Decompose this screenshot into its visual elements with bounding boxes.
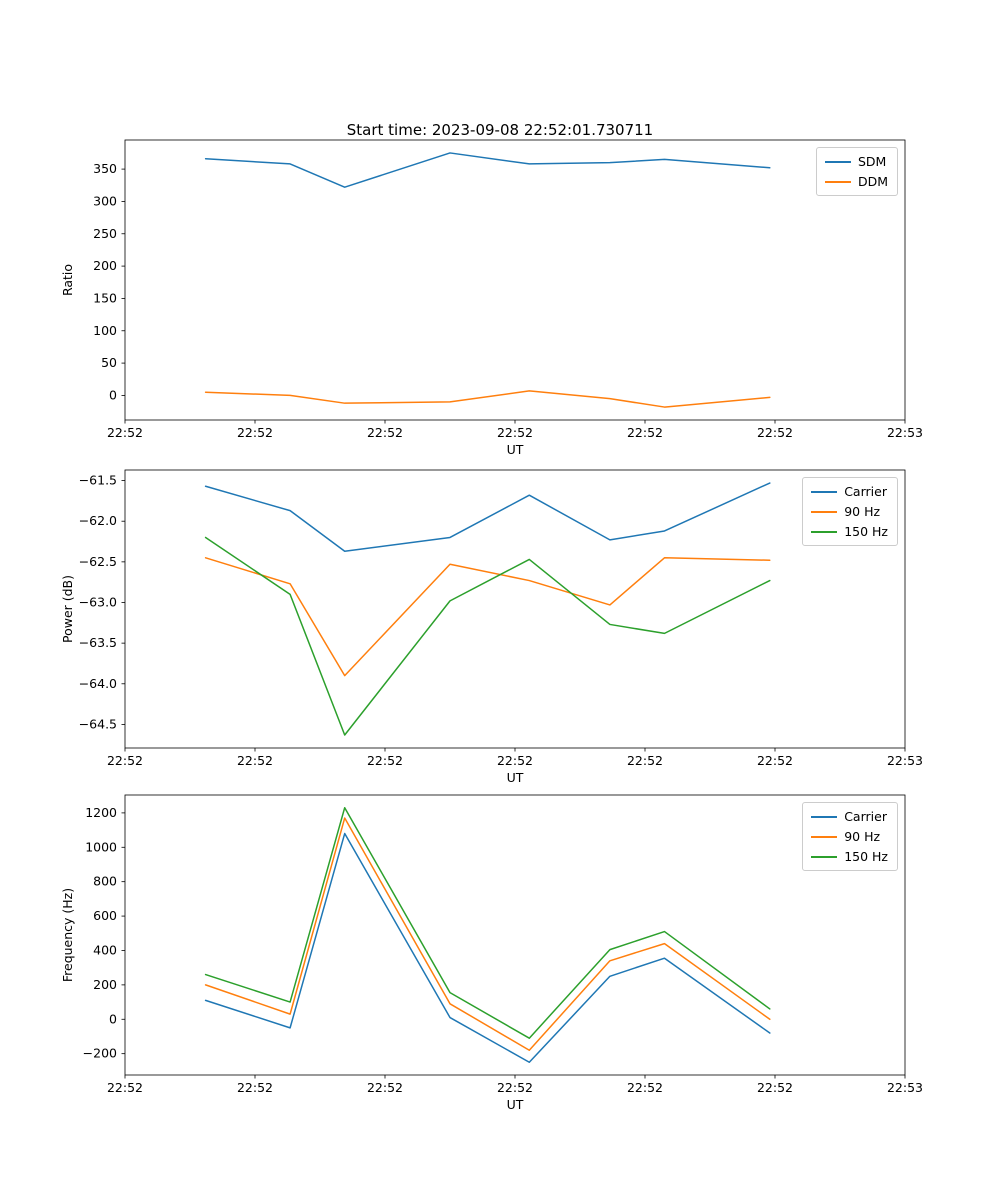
y-tick-label: −62.0 (79, 513, 117, 528)
x-tick-label: 22:52 (627, 753, 663, 768)
x-axis-label: UT (507, 770, 524, 785)
series-line-carrier (204, 482, 771, 553)
axes-frame (124, 139, 906, 421)
y-tick-label: 300 (93, 193, 117, 208)
x-tick-label: 22:52 (627, 425, 663, 440)
x-tick-label: 22:52 (627, 1080, 663, 1095)
chart-2: 22:52 22:52 22:52 22:52 22:52 22:52 22:53 −200 0… (60, 794, 923, 1112)
y-tick-label: 1200 (85, 805, 117, 820)
figure-title: Start time: 2023-09-08 22:52:01.730711 (346, 121, 654, 139)
legend-entry: DDM (824, 174, 888, 189)
legend-label: 150 Hz (844, 849, 888, 864)
legend-line-sample (811, 530, 838, 533)
y-axis-label: Power (dB) (60, 575, 75, 643)
legend-label: Carrier (844, 809, 887, 824)
x-tick-label: 22:52 (497, 1080, 533, 1095)
y-tick-label: 400 (93, 942, 117, 957)
series-line-sdm (204, 152, 771, 188)
legend-line-sample (811, 835, 838, 838)
legend-entry: 150 Hz (811, 524, 888, 539)
y-tick-label: −63.0 (79, 594, 117, 609)
legend-entry: SDM (824, 154, 888, 169)
y-tick-label: −61.5 (79, 473, 117, 488)
x-tick-label: 22:52 (237, 425, 273, 440)
series-line-ddm (204, 390, 771, 408)
legend: Carrier 90 Hz 150 Hz (802, 477, 898, 546)
legend-label: 90 Hz (844, 829, 881, 844)
x-tick-label: 22:52 (107, 425, 143, 440)
chart-1: 22:52 22:52 22:52 22:52 22:52 22:52 22:53 −64.5… (60, 469, 923, 785)
y-tick-label: −200 (83, 1046, 117, 1061)
x-tick-label: 22:52 (497, 753, 533, 768)
x-axis-label: UT (507, 442, 524, 457)
x-tick-label: 22:52 (757, 425, 793, 440)
x-tick-label: 22:52 (367, 753, 403, 768)
legend-line-sample (811, 490, 838, 493)
x-axis-label: UT (507, 1097, 524, 1112)
legend-line-sample (811, 510, 838, 513)
series-line-90-hz (204, 557, 771, 677)
y-tick-label: 0 (109, 387, 117, 402)
y-axis-label: Frequency (Hz) (60, 888, 75, 982)
y-tick-label: 200 (93, 258, 117, 273)
legend: SDM DDM (815, 147, 898, 196)
x-tick-label: 22:52 (367, 1080, 403, 1095)
legend: Carrier 90 Hz 150 Hz (802, 802, 898, 871)
x-tick-label: 22:52 (237, 1080, 273, 1095)
chart-0: 22:52 22:52 22:52 22:52 22:52 22:52 22:53 0 50 10… (60, 139, 923, 457)
y-tick-label: 350 (93, 161, 117, 176)
y-tick-label: 250 (93, 226, 117, 241)
legend-label: 150 Hz (844, 524, 888, 539)
x-tick-label: 22:53 (887, 1080, 923, 1095)
series-line-150-hz (204, 806, 771, 1039)
y-tick-label: 1000 (85, 839, 117, 854)
legend-entry: Carrier (811, 484, 888, 499)
y-tick-label: 200 (93, 977, 117, 992)
legend-label: SDM (857, 154, 887, 169)
y-tick-label: 50 (101, 355, 117, 370)
y-tick-label: −64.5 (79, 716, 117, 731)
x-tick-label: 22:52 (367, 425, 403, 440)
legend-line-sample (811, 815, 838, 818)
legend-entry: Carrier (811, 809, 888, 824)
y-tick-label: −63.5 (79, 635, 117, 650)
legend-line-sample (811, 855, 838, 858)
series-line-carrier (204, 832, 771, 1064)
legend-label: Carrier (844, 484, 887, 499)
x-tick-label: 22:53 (887, 425, 923, 440)
x-tick-label: 22:52 (237, 753, 273, 768)
axes-frame (124, 469, 906, 749)
x-tick-label: 22:53 (887, 753, 923, 768)
legend-label: 90 Hz (844, 504, 881, 519)
axes-frame (124, 794, 906, 1076)
legend-entry: 90 Hz (811, 504, 888, 519)
y-tick-label: 600 (93, 908, 117, 923)
x-tick-label: 22:52 (497, 425, 533, 440)
y-tick-label: 150 (93, 290, 117, 305)
legend-label: DDM (857, 174, 888, 189)
x-tick-label: 22:52 (757, 1080, 793, 1095)
y-tick-label: 0 (109, 1011, 117, 1026)
series-line-90-hz (204, 817, 771, 1051)
y-axis-label: Ratio (60, 264, 75, 296)
legend-line-sample (824, 160, 851, 163)
y-tick-label: 100 (93, 323, 117, 338)
y-tick-label: 800 (93, 874, 117, 889)
legend-entry: 90 Hz (811, 829, 888, 844)
x-tick-label: 22:52 (107, 1080, 143, 1095)
x-tick-label: 22:52 (757, 753, 793, 768)
y-tick-label: −62.5 (79, 554, 117, 569)
x-tick-label: 22:52 (107, 753, 143, 768)
series-line-150-hz (204, 536, 771, 736)
legend-entry: 150 Hz (811, 849, 888, 864)
legend-line-sample (824, 180, 851, 183)
y-tick-label: −64.0 (79, 676, 117, 691)
